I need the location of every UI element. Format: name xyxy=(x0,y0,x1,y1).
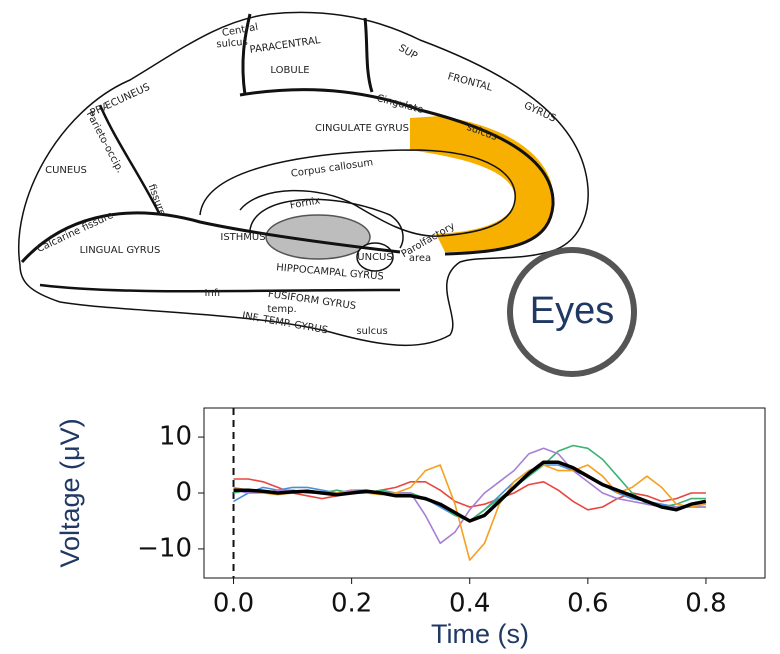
diagram-label: LOBULE xyxy=(270,65,309,76)
y-axis-label: Voltage (μV) xyxy=(55,418,85,567)
x-tick-label: 0.8 xyxy=(685,589,726,619)
diagram-label: temp. xyxy=(267,304,296,315)
x-tick-label: 0.0 xyxy=(213,589,254,619)
y-tick-label: 10 xyxy=(159,422,192,452)
diagram-label: Infr xyxy=(205,288,223,299)
diagram-label: sulcus xyxy=(356,326,387,337)
figure: Eyes Time (s) Voltage (μV) Centralsulcus… xyxy=(0,0,780,654)
diagram-label: CUNEUS xyxy=(45,165,87,176)
diagram-label: UNCUS xyxy=(357,252,392,263)
series-line xyxy=(234,465,706,560)
x-tick-label: 0.6 xyxy=(567,589,608,619)
y-tick-label: −10 xyxy=(137,533,192,563)
diagram-label: LINGUAL GYRUS xyxy=(80,245,161,256)
diagram-label: ISTHMUS xyxy=(220,232,265,243)
x-axis-label: Time (s) xyxy=(431,619,529,649)
series-line xyxy=(234,462,706,521)
x-tick-label: 0.2 xyxy=(331,589,372,619)
diagram-label: CINGULATE GYRUS xyxy=(315,123,409,134)
badge-text: Eyes xyxy=(530,290,614,332)
diagram-label: area xyxy=(409,253,431,264)
x-tick-label: 0.4 xyxy=(449,589,490,619)
y-tick-label: 0 xyxy=(175,478,192,508)
badge: Eyes xyxy=(510,250,634,374)
